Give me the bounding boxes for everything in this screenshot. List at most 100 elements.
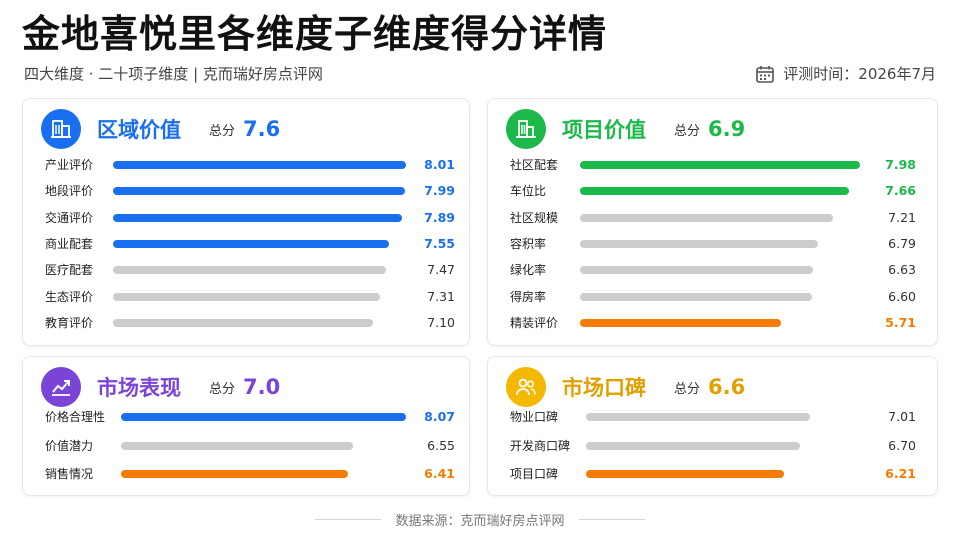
panel-header: 市场口碑 总分 6.6: [506, 365, 745, 409]
total-score: 6.9: [708, 117, 746, 141]
subdimension-label: 精装评价: [510, 315, 559, 330]
subdimension-label: 项目口碑: [510, 467, 559, 481]
score-row: 容积率 6.79: [488, 234, 937, 254]
bar-track: [580, 161, 868, 169]
score-value: 7.10: [427, 314, 455, 330]
score-bar: [586, 441, 801, 450]
subdimension-label: 社区规模: [510, 210, 559, 225]
score-bar: [121, 413, 407, 421]
users-icon: [506, 367, 546, 407]
score-value: 6.41: [424, 466, 455, 481]
page-subtitle: 四大维度 · 二十项子维度 | 克而瑞好房点评网: [24, 65, 323, 83]
score-value: 6.79: [888, 235, 916, 251]
bar-track: [580, 213, 868, 222]
subdimension-label: 产业评价: [45, 158, 94, 172]
score-value: 7.99: [424, 183, 455, 199]
bar-track: [586, 413, 848, 421]
score-bar: [113, 187, 406, 196]
score-value: 6.60: [888, 288, 916, 304]
panel-region-value: 区域价值 总分 7.6 产业评价 8.01 地段评价 7.99 交通评价 7.89 商业配套…: [22, 98, 470, 346]
total-label: 总分: [674, 123, 701, 139]
total-score: 7.6: [243, 117, 281, 141]
score-row: 价值潜力 6.55: [23, 436, 469, 456]
bar-track: [121, 470, 411, 478]
score-row: 产业评价 8.01: [23, 155, 469, 175]
subdimension-label: 生态评价: [45, 289, 94, 304]
subdimension-label: 开发商口碑: [510, 438, 571, 453]
total-label: 总分: [209, 381, 236, 397]
bar-track: [580, 187, 868, 196]
subdimension-label: 绿化率: [510, 263, 547, 278]
subdimension-label: 医疗配套: [45, 263, 94, 278]
score-bar: [113, 213, 402, 222]
score-value: 6.55: [427, 437, 455, 453]
bar-track: [586, 470, 848, 478]
panel-header: 项目价值 总分 6.9: [506, 107, 745, 151]
total-label: 总分: [209, 123, 236, 139]
score-bar: [580, 161, 861, 169]
score-value: 6.21: [885, 466, 916, 481]
panel-project-value: 项目价值 总分 6.9 社区配套 7.98 车位比 7.66 社区规模 7.21 容积率 6.…: [487, 98, 938, 346]
subdimension-label: 得房率: [510, 289, 547, 304]
score-bar: [113, 239, 390, 248]
score-value: 7.31: [427, 288, 455, 304]
panel-title: 区域价值: [97, 118, 181, 142]
score-value: 7.55: [424, 235, 455, 251]
score-value: 7.98: [885, 157, 916, 172]
score-value: 6.63: [888, 262, 916, 278]
score-row: 社区规模 7.21: [488, 208, 937, 228]
score-value: 7.21: [888, 209, 916, 225]
bar-track: [580, 239, 868, 248]
total-score: 6.6: [708, 375, 746, 399]
score-row: 商业配套 7.55: [23, 234, 469, 254]
score-value: 7.66: [885, 183, 916, 199]
bar-track: [113, 318, 413, 327]
eval-time: 评测时间：2026年7月: [755, 63, 936, 85]
score-bar: [580, 292, 812, 301]
bar-track: [580, 318, 868, 327]
panel-header: 区域价值 总分 7.6: [41, 107, 280, 151]
score-bar: [580, 318, 781, 327]
subdimension-label: 价值潜力: [45, 438, 94, 453]
footer: 数据来源：克而瑞好房点评网: [0, 510, 960, 529]
score-value: 5.71: [885, 314, 916, 330]
footer-divider-right: [578, 519, 645, 520]
score-bar: [580, 213, 834, 222]
score-value: 7.01: [888, 409, 916, 424]
subdimension-label: 销售情况: [45, 467, 94, 481]
score-bar: [586, 470, 785, 478]
panel-market-reputation: 市场口碑 总分 6.6 物业口碑 7.01 开发商口碑 6.70 项目口碑 6.21: [487, 356, 938, 496]
subdimension-label: 社区配套: [510, 158, 559, 172]
score-row: 地段评价 7.99: [23, 181, 469, 201]
panel-header: 市场表现 总分 7.0: [41, 365, 280, 409]
bar-track: [113, 187, 413, 196]
subdimension-label: 物业口碑: [510, 410, 559, 424]
panel-title: 市场口碑: [562, 376, 646, 400]
score-row: 销售情况 6.41: [23, 464, 469, 484]
subdimension-label: 教育评价: [45, 315, 94, 330]
score-row: 价格合理性 8.07: [23, 407, 469, 427]
subdimension-label: 交通评价: [45, 210, 94, 225]
total-label: 总分: [674, 381, 701, 397]
calendar-icon: [756, 66, 775, 83]
page-title: 金地喜悦里各维度子维度得分详情: [22, 12, 608, 56]
bar-track: [113, 292, 413, 301]
footer-divider-left: [315, 519, 382, 520]
subdimension-label: 地段评价: [45, 184, 94, 199]
score-bar: [580, 187, 850, 196]
eval-time-text: 评测时间：2026年7月: [783, 65, 936, 83]
score-row: 社区配套 7.98: [488, 155, 937, 175]
score-bar: [121, 441, 353, 450]
score-bar: [113, 266, 387, 275]
bar-track: [580, 266, 868, 275]
score-bar: [580, 266, 813, 275]
trend-chart-icon: [41, 367, 81, 407]
score-bar: [121, 470, 348, 478]
bar-track: [113, 161, 413, 169]
score-row: 车位比 7.66: [488, 181, 937, 201]
score-bar: [113, 292, 381, 301]
score-bar: [113, 161, 407, 169]
panel-title: 项目价值: [562, 118, 646, 142]
score-bar: [113, 318, 373, 327]
subdimension-label: 价格合理性: [45, 410, 106, 424]
